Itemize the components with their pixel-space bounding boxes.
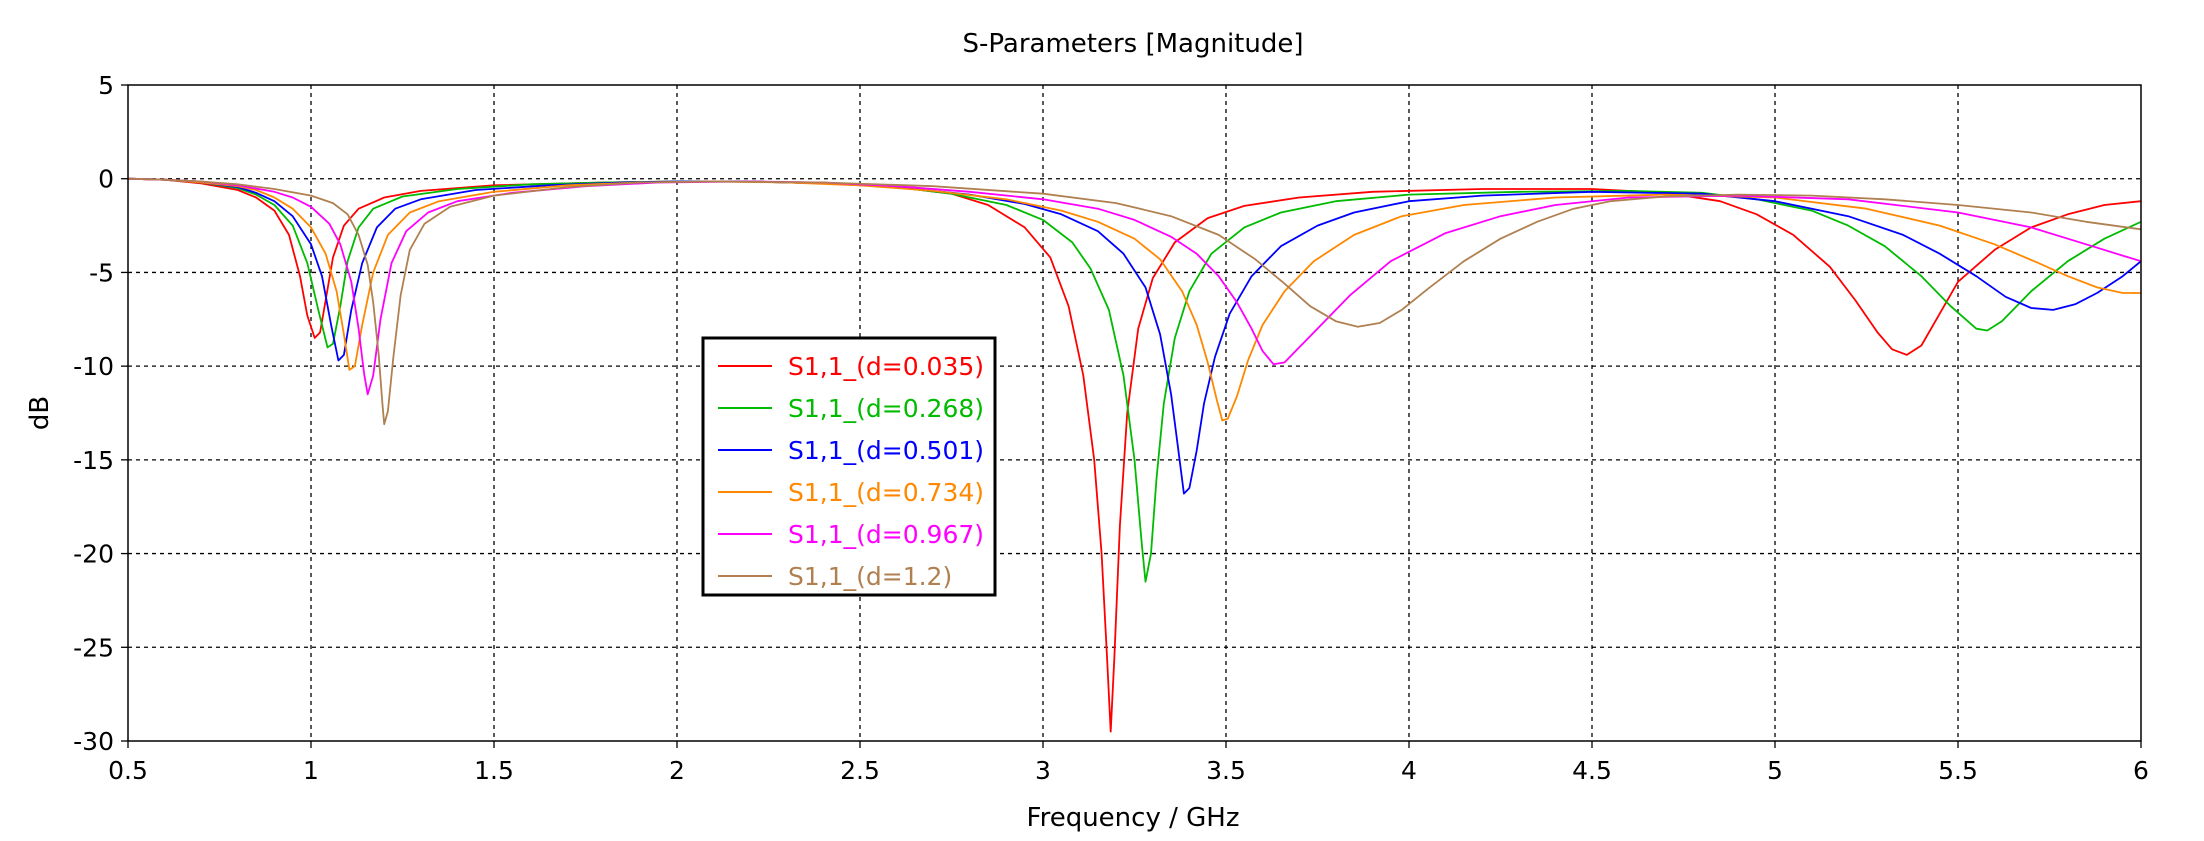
y-tick-label: 5 [98, 71, 114, 100]
series-line-5 [128, 177, 2141, 396]
y-axis-ticks: 5 0 -5 -10 -15 -20 -25 -30 [73, 71, 128, 756]
legend: S1,1_(d=0.035) S1,1_(d=0.268) S1,1_(d=0.50… [701, 336, 997, 597]
x-tick-label: 2.5 [840, 756, 880, 785]
series-line-4 [128, 177, 2141, 422]
series-line-3 [128, 177, 2141, 495]
x-tick-label: 6 [2133, 756, 2149, 785]
series-line-6 [128, 177, 2141, 426]
x-tick-label: 4.5 [1572, 756, 1612, 785]
y-tick-label: 0 [98, 165, 114, 194]
y-tick-label: -10 [73, 352, 114, 381]
chart-title: S-Parameters [Magnitude] [963, 29, 1304, 59]
x-tick-label: 5 [1767, 756, 1783, 785]
series-layer [128, 177, 2141, 733]
legend-label-5: S1,1_(d=0.967) [788, 520, 984, 549]
x-tick-label: 3.5 [1206, 756, 1246, 785]
series-line-2 [128, 177, 2141, 583]
x-tick-label: 3 [1035, 756, 1051, 785]
y-tick-label: -25 [73, 633, 114, 662]
x-tick-label: 1.5 [474, 756, 514, 785]
y-axis-label: dB [25, 396, 55, 430]
y-tick-label: -15 [73, 446, 114, 475]
legend-label-3: S1,1_(d=0.501) [788, 436, 984, 465]
y-tick-label: -20 [73, 540, 114, 569]
y-tick-label: -5 [89, 258, 114, 287]
plot-area-border [127, 84, 2142, 742]
x-tick-label: 1 [303, 756, 319, 785]
x-tick-label: 4 [1401, 756, 1417, 785]
x-tick-label: 0.5 [108, 756, 148, 785]
x-axis-ticks: 0.5 1 1.5 2 2.5 3 3.5 4 4.5 5 5.5 6 [108, 741, 2149, 785]
legend-box [701, 336, 997, 597]
x-tick-label: 5.5 [1938, 756, 1978, 785]
series-line-1 [128, 177, 2141, 733]
legend-label-6: S1,1_(d=1.2) [788, 562, 952, 591]
legend-label-4: S1,1_(d=0.734) [788, 478, 984, 507]
legend-label-1: S1,1_(d=0.035) [788, 352, 984, 381]
y-tick-label: -30 [73, 727, 114, 756]
x-tick-label: 2 [669, 756, 685, 785]
legend-label-2: S1,1_(d=0.268) [788, 394, 984, 423]
x-axis-label: Frequency / GHz [1027, 803, 1240, 833]
